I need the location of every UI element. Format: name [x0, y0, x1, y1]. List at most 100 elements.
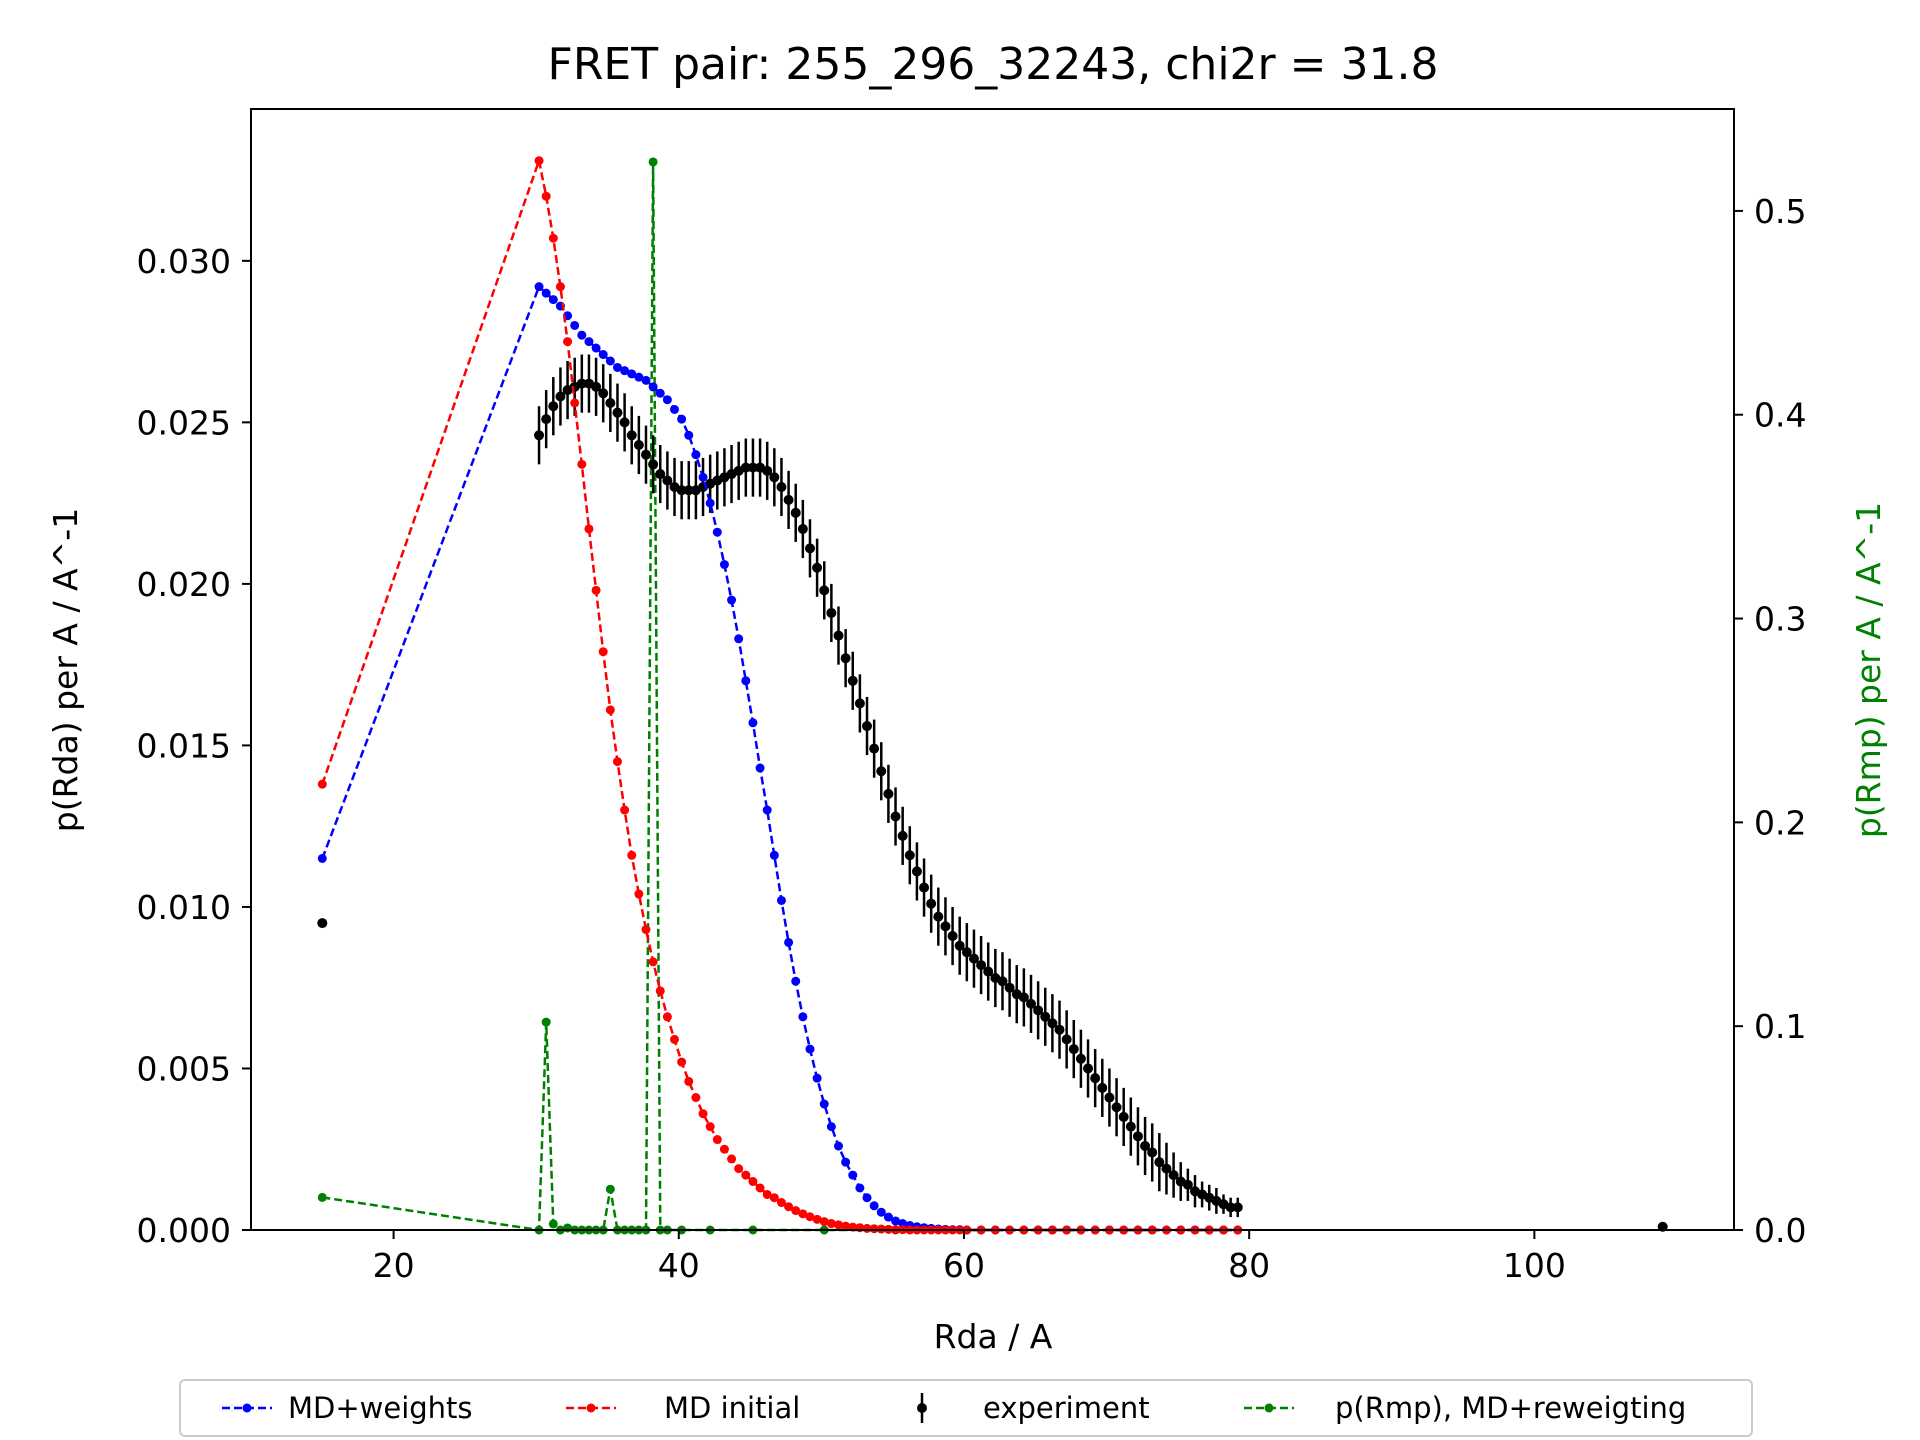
data-point: [762, 805, 772, 815]
data-point: [534, 430, 545, 441]
data-point: [1033, 1005, 1044, 1016]
data-point: [904, 850, 915, 861]
data-point: [633, 439, 644, 450]
data-point: [819, 1099, 829, 1109]
data-point: [805, 1212, 815, 1222]
data-point: [634, 889, 644, 899]
data-point: [1161, 1163, 1172, 1174]
data-point: [826, 607, 837, 618]
data-point: [684, 1076, 694, 1086]
data-point: [776, 1198, 786, 1208]
y-tick-label: 0.010: [137, 888, 231, 927]
data-point: [748, 1177, 758, 1187]
data-point: [570, 320, 580, 330]
data-point: [804, 543, 815, 554]
data-point: [655, 469, 666, 480]
data-point: [719, 1144, 729, 1154]
data-point: [1132, 1131, 1143, 1142]
data-point: [883, 788, 894, 799]
data-point: [740, 462, 751, 473]
plot-frame: [250, 108, 1735, 1231]
data-point: [648, 157, 658, 167]
legend-frame: [179, 1379, 1753, 1437]
data-point: [662, 475, 673, 486]
data-point: [541, 414, 552, 425]
data-point: [555, 391, 566, 402]
data-point: [854, 698, 865, 709]
data-point: [619, 417, 630, 428]
y-axis-label: p(Rda) per A / A^-1: [46, 508, 85, 832]
data-point: [648, 957, 658, 967]
data-point: [798, 1012, 808, 1022]
data-point: [776, 895, 786, 905]
data-point: [598, 350, 608, 360]
data-point: [748, 718, 758, 728]
data-point: [612, 362, 622, 372]
data-point: [620, 366, 630, 376]
data-point: [677, 414, 687, 424]
data-point: [997, 976, 1008, 987]
data-point: [691, 1093, 701, 1103]
data-point: [1111, 1102, 1122, 1113]
data-point: [627, 369, 637, 379]
y2-tick-label: 0.0: [1754, 1211, 1806, 1250]
data-point: [755, 1183, 765, 1193]
y-tick-label: 0.020: [137, 565, 231, 604]
legend-label-rmp: p(Rmp), MD+reweigting: [1335, 1391, 1686, 1425]
data-point: [662, 395, 672, 405]
x-tick-label: 20: [373, 1246, 415, 1285]
y-axis-ticks: 0.000 0.005 0.010 0.015 0.020 0.025 0.030: [137, 242, 251, 1250]
data-point: [841, 1221, 851, 1231]
data-point: [640, 449, 651, 460]
data-point: [727, 595, 737, 605]
data-point: [869, 1201, 879, 1211]
data-point: [676, 485, 687, 496]
data-point: [847, 675, 858, 686]
data-point: [612, 407, 623, 418]
data-point: [876, 1207, 886, 1217]
y-tick-label: 0.000: [137, 1211, 231, 1250]
data-point: [841, 1157, 851, 1167]
legend-label-md-weights: MD+weights: [288, 1391, 473, 1425]
data-point: [584, 337, 594, 347]
data-point: [890, 811, 901, 822]
data-point: [933, 911, 944, 922]
data-point: [1182, 1179, 1193, 1190]
data-point: [1125, 1121, 1136, 1132]
data-point: [805, 1044, 815, 1054]
data-point: [891, 1216, 901, 1226]
data-point: [1090, 1073, 1101, 1084]
data-point: [591, 343, 601, 353]
data-point: [598, 388, 609, 399]
data-point: [712, 1135, 722, 1145]
data-point: [911, 866, 922, 877]
y2-axis-label: p(Rmp) per A / A^-1: [1849, 502, 1888, 838]
data-point: [1018, 992, 1029, 1003]
data-point: [1004, 982, 1015, 993]
x-tick-label: 80: [1228, 1246, 1270, 1285]
chart-title: FRET pair: 255_296_32243, chi2r = 31.8: [548, 39, 1439, 90]
data-point: [769, 472, 780, 483]
legend-entry-rmp: p(Rmp), MD+reweigting: [1244, 1391, 1686, 1425]
data-point: [876, 766, 887, 777]
data-point: [819, 585, 830, 596]
legend-marker-experiment: [917, 1403, 927, 1413]
data-point: [576, 378, 587, 389]
data-point: [648, 459, 659, 470]
data-point: [1040, 1011, 1051, 1022]
data-point: [548, 1219, 558, 1229]
data-point: [1061, 1034, 1072, 1045]
data-point: [548, 233, 558, 243]
data-point: [317, 918, 328, 929]
data-point: [812, 1214, 822, 1224]
data-point: [1083, 1063, 1094, 1074]
y-tick-label: 0.005: [137, 1049, 231, 1088]
data-point: [534, 282, 544, 292]
data-point: [541, 1017, 551, 1027]
y2-tick-label: 0.4: [1754, 396, 1806, 435]
data-point: [940, 921, 951, 932]
data-point: [954, 940, 965, 951]
data-point: [541, 288, 551, 298]
